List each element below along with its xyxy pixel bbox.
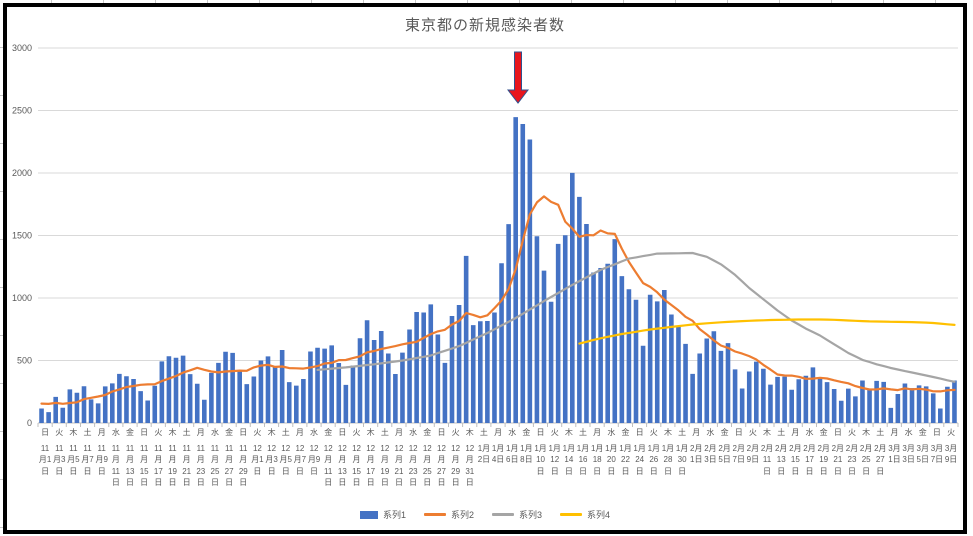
x-tick-label: 火 11 月 17 日: [153, 428, 163, 487]
chart-canvas[interactable]: 0 500 1000 1500 2000 2500 3000 東京都の新規感染者数 日 11 月…: [3, 3, 967, 534]
x-tick-label: 月 12 月 21 日: [394, 428, 404, 487]
x-tick-label: 月 1月 4日: [491, 428, 505, 464]
x-tick-label: 月 11 月9 日: [95, 428, 108, 476]
x-tick-label: 火 12 月1 日: [251, 428, 264, 476]
x-tick-label: 金 11 月 13 日: [125, 428, 135, 487]
spreadsheet-gridlines-top: [0, 0, 973, 3]
x-tick-label: 金 1月 8日: [520, 428, 533, 464]
x-tick-label: 土 2月 27 日: [874, 428, 887, 476]
svg-text:500: 500: [17, 356, 32, 366]
x-tick-label: 金 2月 19 日: [817, 428, 830, 476]
x-tick-label: 月 2月 1日: [690, 428, 703, 464]
x-tick-label: 金 12 月 11 日: [323, 428, 333, 487]
svg-text:2000: 2000: [12, 168, 32, 178]
x-tick-label: 土 12 月 19 日: [380, 428, 390, 487]
svg-text:1000: 1000: [12, 293, 32, 303]
x-tick-label: 土 12 月5 日: [279, 428, 292, 476]
x-tick-label: 土 2月 13 日: [774, 428, 788, 476]
legend-item-系列3[interactable]: 系列3: [492, 508, 542, 521]
legend-item-系列4[interactable]: 系列4: [560, 508, 610, 521]
legend-label: 系列1: [382, 510, 406, 520]
x-tick-label: 火 1月 12 日: [548, 428, 561, 476]
x-tick-label: 水 1月 20 日: [605, 428, 618, 476]
svg-text:2500: 2500: [12, 106, 32, 116]
x-tick-label: 月 3月 1日: [888, 428, 901, 464]
line-series-系列4[interactable]: [578, 318, 956, 345]
x-tick-label: 日 1月 10 日: [534, 428, 547, 476]
y-axis-labels: 0 500 1000 1500 2000 2500 3000: [12, 43, 32, 428]
x-tick-label: 木 12 月 31 日: [465, 428, 475, 487]
x-tick-label: 火 12 月 15 日: [352, 428, 361, 487]
x-tick-label: 水 11 月 11 日: [111, 428, 121, 487]
x-tick-label: 木 1月 14 日: [562, 428, 576, 476]
x-tick-label: 土 1月 2日: [477, 428, 491, 464]
x-tick-label: 火 2月 23 日: [845, 428, 859, 476]
x-tick-label: 水 1月 6日: [506, 428, 519, 464]
x-tick-label: 金 2月 5日: [718, 428, 731, 464]
x-tick-label: 木 2月 11 日: [760, 428, 774, 476]
legend-swatch-bar: [359, 510, 378, 519]
x-tick-label: 日 1月 24 日: [633, 428, 646, 476]
bar-series-系列1[interactable]: [39, 117, 957, 424]
annotation-down-arrow-icon[interactable]: [506, 51, 530, 104]
x-tick-label: 日 12 月 27 日: [437, 428, 446, 487]
x-tick-label: 金 11 月 27 日: [224, 428, 234, 487]
svg-text:1500: 1500: [12, 231, 32, 241]
legend-swatch-line: [423, 513, 446, 516]
legend-label: 系列4: [587, 510, 611, 520]
x-tick-label: 水 11 月 25 日: [210, 428, 220, 487]
chart-title: 東京都の新規感染者数: [404, 17, 565, 34]
x-tick-label: 日 11 月1 日: [38, 428, 52, 476]
x-tick-label: 火 3月 9日: [944, 428, 958, 464]
x-tick-label: 日 2月 7日: [732, 428, 745, 464]
x-tick-label: 日 12 月 13 日: [337, 428, 347, 487]
x-tick-label: 木 2月 25 日: [859, 428, 873, 476]
legend-swatch-line: [560, 513, 583, 516]
x-tick-label: 火 12 月 29 日: [451, 428, 461, 487]
x-tick-label: 土 1月 16 日: [576, 428, 590, 476]
x-tick-label: 金 12 月 25 日: [422, 428, 432, 487]
x-tick-label: 木 11 月5 日: [67, 428, 80, 476]
legend-label: 系列3: [519, 510, 543, 520]
x-tick-label: 木 12 月3 日: [265, 428, 278, 476]
legend-label: 系列2: [450, 510, 474, 520]
plot-area: 0 500 1000 1500 2000 2500 3000: [12, 43, 959, 428]
x-tick-label: 月 11 月 23 日: [196, 428, 206, 487]
x-tick-label: 水 2月 17 日: [803, 428, 816, 476]
line-series-系列2[interactable]: [40, 195, 956, 405]
x-axis-labels: 日 11 月1 日火 11 月3 日木 11 月5 日土 11 月7 日月 11 月9 日水 11 月 11 日金 11…: [38, 427, 958, 489]
legend-item-系列1[interactable]: 系列1: [359, 508, 406, 521]
legend-swatch-line: [492, 513, 514, 516]
x-tick-label: 土 11 月 21 日: [182, 428, 192, 487]
spreadsheet-gridlines-left: [0, 0, 3, 536]
line-series-系列3[interactable]: [316, 251, 956, 383]
x-tick-label: 水 12 月 23 日: [408, 428, 418, 487]
chart-legend: 系列1 系列2 系列3 系列4: [7, 508, 963, 521]
x-tick-label: 日 3月 7日: [930, 428, 944, 464]
legend-item-系列2[interactable]: 系列2: [423, 508, 474, 521]
x-tick-label: 火 11 月3 日: [53, 428, 66, 476]
x-tick-label: 水 3月 3日: [902, 428, 915, 464]
x-tick-label: 日 2月 21 日: [831, 428, 845, 476]
x-tick-label: 土 11 月7 日: [81, 428, 94, 476]
x-tick-label: 火 2月 9日: [746, 428, 760, 464]
svg-text:3000: 3000: [12, 43, 32, 53]
x-tick-label: 水 12 月9 日: [307, 428, 321, 476]
x-tick-label: 木 12 月 17 日: [366, 428, 376, 487]
x-tick-label: 木 11 月 19 日: [168, 428, 177, 487]
x-tick-label: 水 2月 3日: [704, 428, 717, 464]
x-tick-label: 金 3月 5日: [916, 428, 929, 464]
x-tick-label: 月 2月 15 日: [789, 428, 802, 476]
x-tick-label: 土 1月 30 日: [675, 428, 689, 476]
x-tick-label: 木 1月 28 日: [661, 428, 675, 476]
svg-text:0: 0: [27, 418, 32, 428]
x-tick-label: 月 1月 18 日: [590, 428, 604, 476]
x-tick-label: 金 1月 22 日: [619, 428, 632, 476]
x-tick-label: 日 11 月 15 日: [139, 428, 149, 487]
x-tick-label: 月 12 月7 日: [293, 428, 307, 476]
x-tick-label: 日 11 月 29 日: [238, 428, 248, 487]
x-tick-label: 火 1月 26 日: [647, 428, 661, 476]
